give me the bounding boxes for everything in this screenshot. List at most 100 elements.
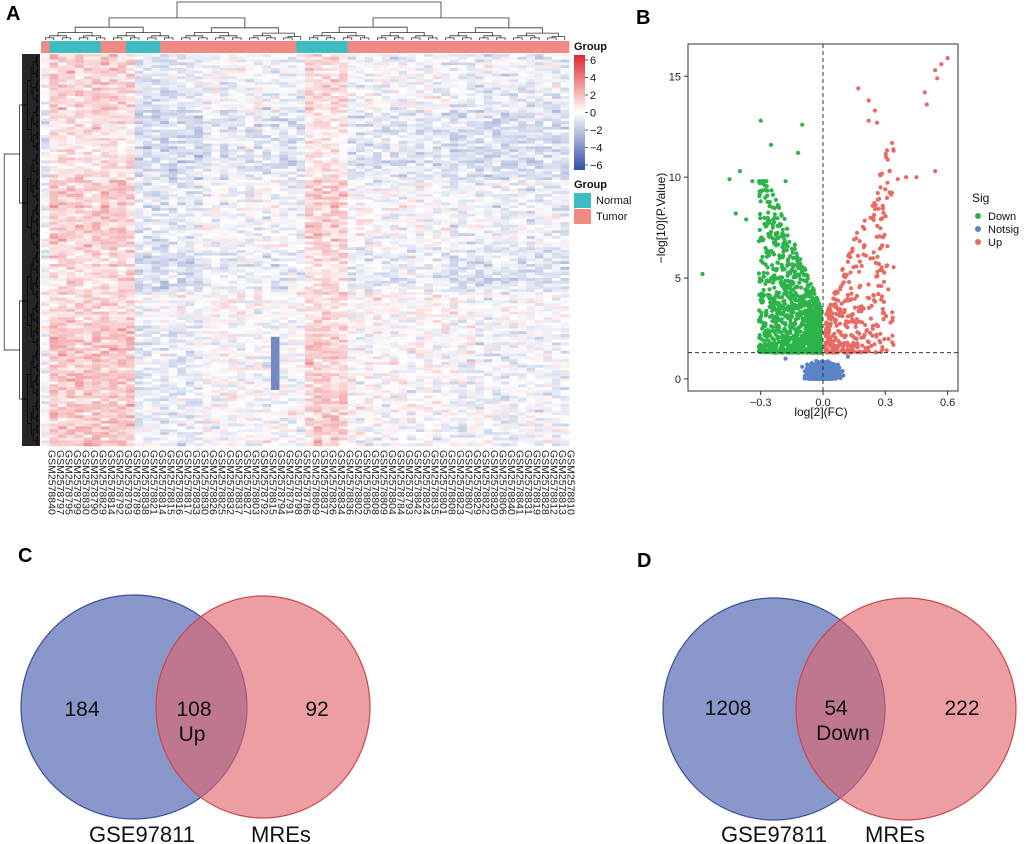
heatmap-cell [415, 261, 425, 265]
heatmap-cell [92, 124, 101, 128]
heatmap-cell [270, 115, 280, 119]
heatmap-cell [390, 135, 399, 139]
heatmap-cell [398, 241, 408, 245]
heatmap-cell [211, 101, 221, 105]
heatmap-cell [483, 118, 493, 122]
heatmap-cell [322, 96, 331, 100]
heatmap-cell [151, 247, 161, 251]
group-annotation-cell [407, 41, 417, 53]
heatmap-cell [100, 219, 110, 223]
heatmap-cell [296, 199, 306, 203]
heatmap-cell [75, 213, 84, 217]
heatmap-cell [219, 219, 229, 223]
heatmap-cell [168, 252, 178, 256]
heatmap-cell [390, 191, 399, 195]
heatmap-cell [492, 185, 502, 189]
heatmap-cell [560, 149, 570, 153]
heatmap-cell [117, 124, 127, 128]
heatmap-cell [245, 65, 255, 69]
heatmap-cell [415, 135, 425, 139]
heatmap-cell [381, 258, 391, 262]
heatmap-cell [526, 258, 536, 262]
heatmap-cell [219, 107, 229, 111]
heatmap-cell [236, 185, 246, 189]
heatmap-cell [534, 241, 544, 245]
heatmap-cell [177, 224, 187, 228]
heatmap-cell [534, 219, 544, 223]
heatmap-cell [228, 70, 238, 74]
heatmap-cell [228, 168, 238, 172]
heatmap-cell [407, 213, 417, 217]
heatmap-cell [143, 177, 153, 181]
heatmap-cell [313, 258, 323, 262]
heatmap-cell [109, 101, 118, 105]
heatmap-cell [177, 266, 187, 270]
heatmap-cell [313, 233, 323, 237]
heatmap-cell [83, 241, 93, 245]
heatmap-cell [109, 118, 118, 122]
heatmap-cell [390, 238, 399, 242]
heatmap-cell [236, 112, 246, 116]
heatmap-cell [475, 199, 485, 203]
heatmap-cell [296, 264, 306, 268]
heatmap-cell [100, 152, 110, 156]
heatmap-cell [407, 177, 417, 181]
heatmap-cell [58, 191, 67, 195]
heatmap-cell [279, 241, 289, 245]
heatmap-cell [356, 182, 365, 186]
heatmap-cell [407, 230, 417, 234]
heatmap-cell [398, 180, 408, 184]
heatmap-cell [466, 210, 476, 214]
heatmap-cell [305, 160, 314, 164]
heatmap-cell [432, 236, 442, 240]
heatmap-cell [100, 199, 110, 203]
heatmap-cell [296, 56, 306, 60]
heatmap-cell [228, 96, 238, 100]
heatmap-cell [458, 199, 468, 203]
heatmap-cell [347, 216, 357, 220]
heatmap-cell [551, 157, 561, 161]
heatmap-cell [441, 160, 451, 164]
heatmap-cell [339, 54, 348, 58]
heatmap-cell [134, 168, 144, 172]
heatmap-cell [526, 194, 536, 198]
heatmap-cell [185, 104, 195, 108]
heatmap-cell [432, 59, 442, 63]
heatmap-cell [83, 101, 93, 105]
heatmap-cell [330, 194, 340, 198]
heatmap-cell [100, 222, 110, 226]
heatmap-cell [134, 126, 144, 130]
heatmap-cell [432, 222, 442, 226]
heatmap-cell [483, 84, 493, 88]
heatmap-cell [347, 121, 357, 125]
heatmap-cell [449, 219, 459, 223]
heatmap-cell [466, 54, 476, 58]
heatmap-cell [287, 264, 297, 268]
heatmap-cell [517, 73, 527, 77]
heatmap-cell [373, 104, 382, 108]
heatmap-cell [211, 210, 221, 214]
heatmap-cell [509, 98, 519, 102]
heatmap-cell [398, 152, 408, 156]
heatmap-cell [262, 59, 272, 63]
heatmap-cell [492, 79, 502, 83]
heatmap-cell [458, 230, 468, 234]
heatmap-cell [211, 115, 221, 119]
heatmap-cell [339, 124, 348, 128]
heatmap-cell [373, 210, 382, 214]
heatmap-cell [296, 168, 306, 172]
heatmap-cell [287, 124, 297, 128]
heatmap-cell [560, 233, 570, 237]
heatmap-cell [219, 65, 229, 69]
heatmap-cell [322, 101, 331, 105]
heatmap-cell [211, 129, 221, 133]
heatmap-cell [364, 107, 374, 111]
heatmap-cell [219, 149, 229, 153]
heatmap-cell [560, 90, 570, 94]
heatmap-cell [543, 258, 553, 262]
heatmap-cell [236, 73, 246, 77]
heatmap-cell [287, 59, 297, 63]
heatmap-cell [262, 68, 272, 72]
heatmap-cell [381, 185, 391, 189]
heatmap-cell [407, 152, 417, 156]
